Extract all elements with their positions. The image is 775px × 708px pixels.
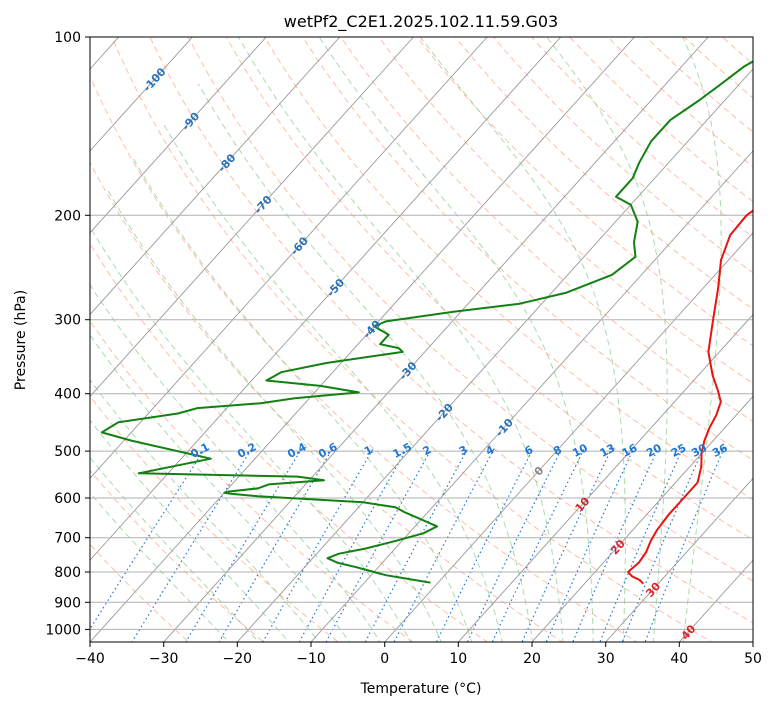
- x-tick-label: 10: [449, 651, 467, 667]
- skewed-isotherm: [90, 37, 488, 480]
- moist-adiabat: [90, 334, 351, 642]
- y-tick-label: 100: [54, 30, 81, 46]
- mixing-ratio-label: 20: [644, 441, 664, 460]
- skewed-isotherm: [163, 37, 709, 642]
- plot-frame: [89, 36, 754, 643]
- skewed-isotherm: [384, 232, 753, 642]
- x-tick-label: 40: [670, 651, 688, 667]
- mixing-ratio-label: 13: [598, 441, 618, 460]
- dry-adiabat: [90, 75, 638, 642]
- pressure-gridlines: [90, 37, 753, 630]
- mixing-ratio-line: [90, 448, 206, 631]
- mixing-ratio-line: [644, 448, 725, 642]
- x-tick-label: 0: [380, 651, 389, 667]
- mixing-ratio-label: 16: [620, 441, 640, 460]
- plot-content: 0.1 0.2 0.4 0.6 1 1.5 2 3 4 6 8 10 13 16 20 25 30 36-100-…: [90, 37, 753, 642]
- profiles: [100, 60, 753, 585]
- skewed-isotherm: [90, 37, 414, 398]
- dry-adiabat: [340, 37, 753, 423]
- x-tick-label: 20: [523, 651, 541, 667]
- moist-adiabat: [132, 157, 473, 642]
- skewed-isotherm: [90, 37, 341, 316]
- dry-adiabat: [378, 37, 753, 384]
- moist-adiabat: [318, 37, 594, 642]
- mixing-ratio-label: 36: [710, 441, 730, 460]
- x-axis: −40 −30 −20 −10 0 10 20 30 40 50: [75, 642, 762, 667]
- y-tick-label: 500: [54, 444, 81, 460]
- y-tick-label: 700: [54, 531, 81, 547]
- mixing-ratio-line: [621, 448, 704, 642]
- y-axis-title: Pressure (hPa): [13, 290, 29, 390]
- dry-adiabat: [90, 320, 414, 642]
- skewed-isotherm: [457, 313, 753, 642]
- dry-adiabat: [187, 37, 753, 582]
- skewed-isotherm: [90, 37, 267, 234]
- dry-adiabat: [569, 37, 753, 203]
- skewed-isotherm: [90, 37, 193, 152]
- moist-adiabat: [90, 456, 260, 642]
- skewed-isotherms: [90, 37, 753, 642]
- dry-adiabats: [90, 37, 753, 642]
- mixing-ratio-line: [521, 448, 613, 642]
- y-tick-label: 300: [54, 313, 81, 329]
- moist-adiabat: [420, 37, 626, 642]
- dry-adiabat: [530, 37, 753, 238]
- skewed-isotherm: [310, 150, 753, 642]
- x-tick-label: −30: [149, 651, 179, 667]
- moist-adiabat: [90, 225, 412, 642]
- moist-adiabat: [546, 37, 668, 642]
- skewed-isotherm: [236, 68, 753, 642]
- moist-adiabat: [197, 83, 534, 642]
- mixing-ratio-line: [325, 448, 433, 642]
- skewed-isotherm: [605, 477, 753, 642]
- y-tick-label: 200: [54, 208, 81, 224]
- moist-adiabat: [237, 37, 564, 642]
- y-tick-label: 900: [54, 595, 81, 611]
- mixing-ratio-line: [466, 448, 563, 642]
- x-tick-label: −40: [75, 651, 105, 667]
- moist-adiabat: [682, 37, 722, 642]
- y-tick-label: 800: [54, 565, 81, 581]
- moist-adiabat: [90, 283, 381, 642]
- mixing-ratio-line: [599, 448, 684, 642]
- skewed-isotherm: [531, 395, 753, 642]
- temperature-profile: [627, 209, 753, 585]
- x-tick-label: 30: [597, 651, 615, 667]
- mixing-ratio-label: 10: [570, 441, 590, 460]
- dry-adiabat: [149, 37, 753, 624]
- moist-adiabat: [90, 419, 290, 642]
- chart-title: wetPf2_C2E1.2025.102.11.59.G03: [284, 12, 558, 32]
- x-tick-label: −10: [296, 651, 326, 667]
- skewed-isotherm: [90, 37, 562, 561]
- skewed-isotherm: [90, 37, 635, 642]
- dry-adiabat: [645, 37, 753, 133]
- dry-adiabat: [607, 37, 753, 168]
- y-tick-label: 600: [54, 491, 81, 507]
- x-tick-label: 50: [744, 651, 762, 667]
- y-axis: 100 200 300 400 500 600 700 800 900 1000: [45, 30, 90, 638]
- mixing-ratio-line: [262, 448, 374, 642]
- y-tick-label: 1000: [45, 622, 81, 638]
- mixing-ratio-label: 30: [689, 441, 709, 460]
- y-tick-label: 400: [54, 387, 81, 403]
- moist-adiabat: [90, 378, 320, 642]
- dry-adiabat: [111, 37, 713, 642]
- mixing-ratio-line: [545, 448, 635, 642]
- moist-adiabat: [90, 492, 230, 642]
- dry-adiabat: [225, 37, 753, 541]
- dry-adiabat: [90, 543, 190, 642]
- mixing-ratio-label: 25: [669, 441, 689, 460]
- moist-adiabat: [106, 187, 442, 642]
- mixing-ratio-line: [491, 448, 585, 642]
- moist-adiabats: [90, 37, 722, 642]
- x-axis-title: Temperature (°C): [360, 681, 482, 697]
- mixing-ratio-line: [218, 448, 334, 642]
- dewpoint-profile: [100, 60, 753, 584]
- mixing-ratio-line: [572, 448, 659, 642]
- x-tick-label: −20: [223, 651, 253, 667]
- dry-adiabat: [416, 37, 753, 347]
- dry-adiabat: [90, 395, 339, 642]
- dry-adiabat: [90, 242, 489, 642]
